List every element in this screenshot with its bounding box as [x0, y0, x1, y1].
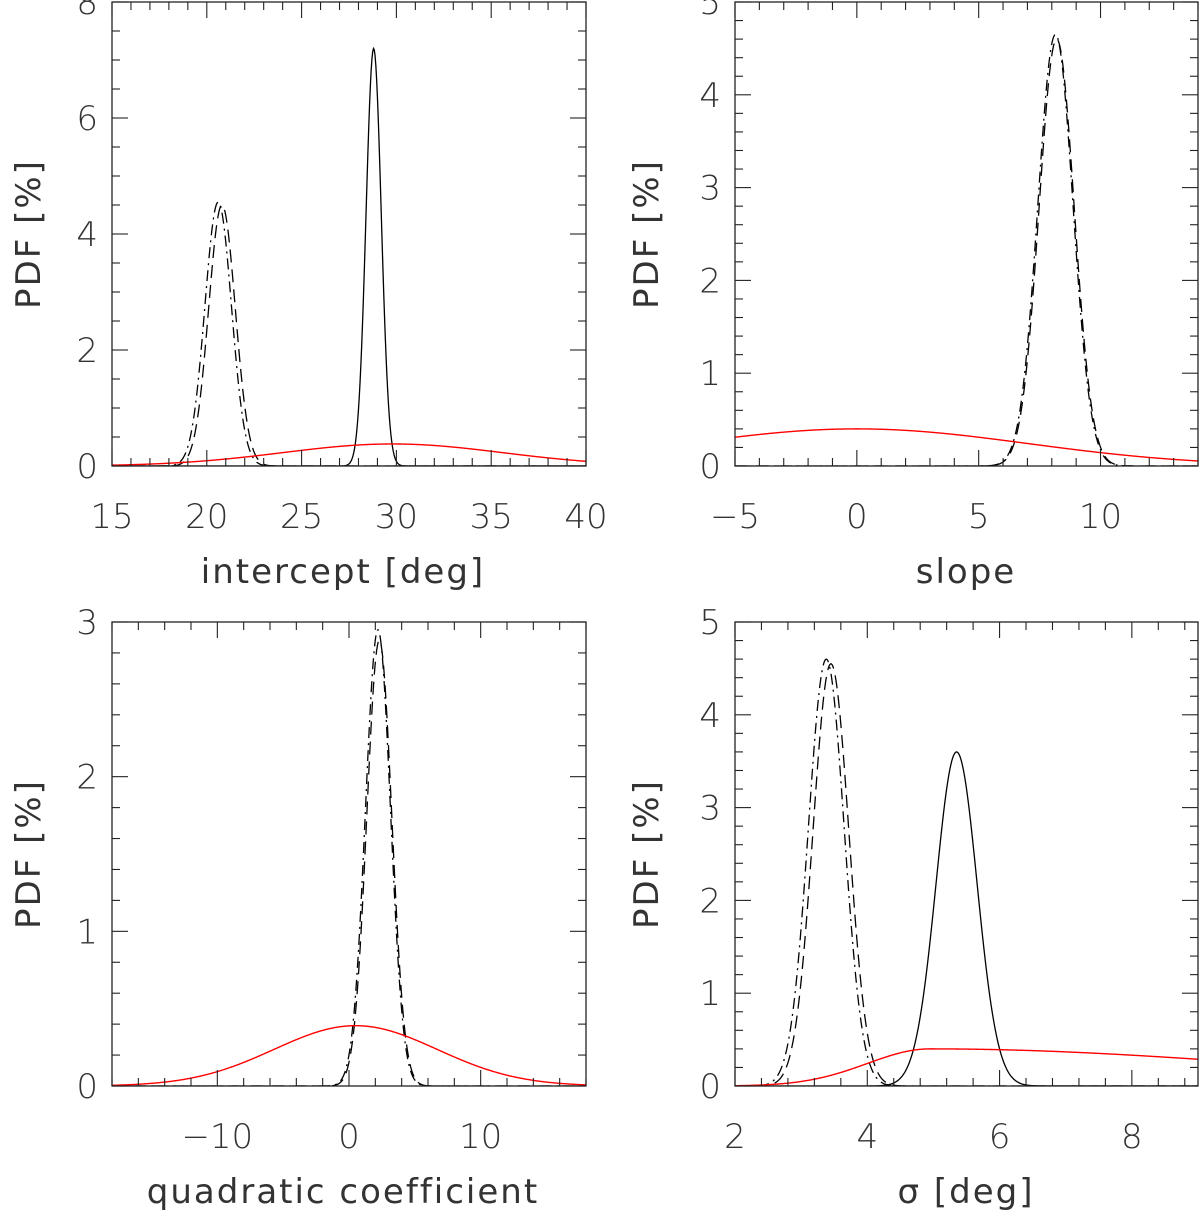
series-dashed-black-0: [112, 639, 586, 1086]
series-solid-red-2: [735, 428, 1198, 462]
panel-slope: −5 0 5 10 0 1 2 3 4 5 slope PDF [%]: [627, 0, 1199, 592]
x-axis-label: intercept [deg]: [201, 552, 485, 592]
series-dashdot-black-1: [735, 33, 1198, 466]
y-tick-label: 1: [699, 974, 721, 1014]
x-tick-label: 25: [280, 497, 323, 537]
y-tick-label: 1: [76, 912, 98, 952]
y-axis-label: PDF [%]: [9, 159, 49, 309]
x-tick-label: 20: [185, 497, 228, 537]
x-tick-label: 40: [564, 497, 607, 537]
x-tick-label: −5: [710, 497, 760, 537]
x-tick-label: 6: [989, 1117, 1011, 1157]
series-dashdot-black-1: [112, 629, 586, 1086]
series-solid-red-3: [112, 443, 586, 466]
y-tick-label: 0: [76, 447, 98, 487]
y-tick-label: 1: [699, 354, 721, 394]
y-tick-label: 5: [699, 603, 721, 643]
y-tick-label: 5: [699, 0, 721, 23]
panel-intercept: 15 20 25 30 35 40 0 2 4 6 8 intercept [deg] PDF [%]: [9, 0, 608, 592]
y-tick-label: 0: [699, 1067, 721, 1107]
y-tick-label: 2: [76, 331, 98, 371]
x-axis-label: σ [deg]: [898, 1172, 1035, 1212]
series-dashed-black-1: [735, 663, 1198, 1086]
x-tick-label: −10: [181, 1117, 253, 1157]
y-tick-label: 2: [76, 758, 98, 798]
x-tick-label: 8: [1121, 1117, 1143, 1157]
curves: [112, 46, 586, 466]
x-tick-label: 2: [724, 1117, 746, 1157]
x-tick-label: 0: [338, 1117, 360, 1157]
y-tick-label: 2: [699, 261, 721, 301]
y-tick-label: 8: [76, 0, 98, 23]
series-dashed-black-1: [112, 204, 586, 466]
x-axis-label: quadratic coefficient: [147, 1172, 539, 1212]
series-solid-black-0: [112, 46, 586, 466]
x-tick-label: 30: [375, 497, 418, 537]
y-tick-label: 6: [76, 99, 98, 139]
y-axis-label: PDF [%]: [627, 159, 667, 309]
series-dashdot-black-2: [735, 658, 1198, 1086]
y-tick-label: 3: [699, 169, 721, 209]
x-axis-label: slope: [916, 552, 1016, 592]
curves: [735, 658, 1198, 1086]
curves: [112, 629, 586, 1086]
curves: [735, 33, 1198, 466]
y-tick-label: 0: [76, 1067, 98, 1107]
y-tick-label: 4: [699, 76, 721, 116]
y-tick-label: 3: [76, 603, 98, 643]
x-tick-label: 10: [1079, 497, 1122, 537]
y-tick-label: 3: [699, 789, 721, 829]
x-tick-label: 15: [90, 497, 133, 537]
series-dashed-black-0: [735, 38, 1198, 466]
y-tick-label: 4: [699, 696, 721, 736]
y-tick-label: 0: [699, 447, 721, 487]
y-tick-label: 2: [699, 881, 721, 921]
plot-frame: [111, 1, 587, 467]
x-tick-label: 10: [459, 1117, 502, 1157]
series-solid-red-3: [735, 1048, 1198, 1086]
x-tick-label: 35: [470, 497, 513, 537]
y-tick-label: 4: [76, 215, 98, 255]
y-axis-label: PDF [%]: [627, 779, 667, 929]
plot-frame: [734, 621, 1199, 1087]
x-tick-label: 4: [856, 1117, 878, 1157]
plot-frame: [734, 1, 1199, 467]
plot-frame: [111, 621, 587, 1087]
panel-sigma: 2 4 6 8 0 1 2 3 4 5 σ [deg] PDF [%]: [627, 603, 1199, 1212]
series-dashdot-black-2: [112, 201, 586, 466]
x-tick-label: 0: [846, 497, 868, 537]
panel-quadratic-coefficient: −10 0 10 0 1 2 3 quadratic coefficient PDF [%]: [9, 603, 587, 1212]
x-tick-label: 5: [968, 497, 990, 537]
series-solid-black-0: [735, 751, 1198, 1086]
y-axis-label: PDF [%]: [9, 779, 49, 929]
